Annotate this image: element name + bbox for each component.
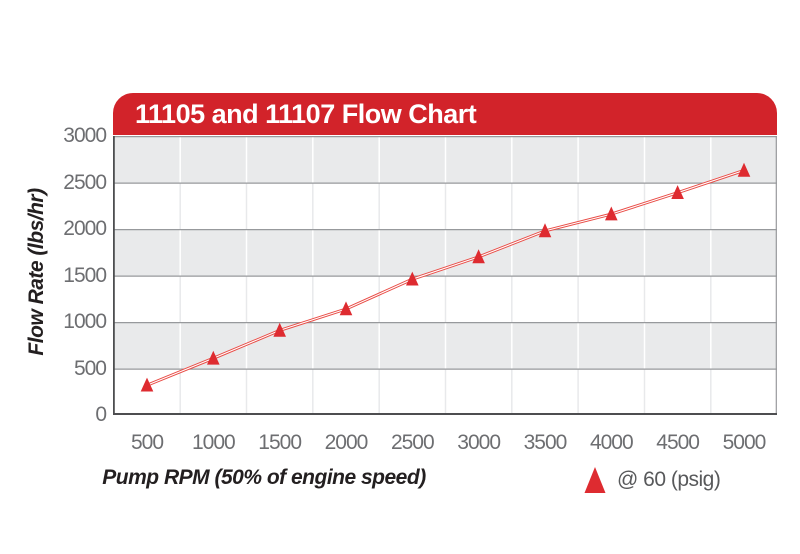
x-tick-label: 4000 <box>589 431 634 454</box>
x-tick-label: 4500 <box>656 431 700 454</box>
legend-triangle-icon <box>584 467 606 493</box>
y-tick-label: 1000 <box>63 310 107 333</box>
chart-title-banner: 11105 and 11107 Flow Chart <box>113 93 777 135</box>
y-tick-label: 3000 <box>63 124 107 147</box>
data-point-marker <box>472 249 485 264</box>
y-tick-label: 500 <box>73 356 107 380</box>
x-axis-title: Pump RPM (50% of engine speed) <box>102 466 426 489</box>
y-tick-label: 0 <box>95 403 107 426</box>
plot-area <box>113 136 777 415</box>
x-tick-label: 3500 <box>523 431 568 454</box>
x-tick-label: 500 <box>130 431 164 454</box>
x-tick-label: 3000 <box>457 431 501 454</box>
legend: @ 60 (psig) <box>584 466 721 494</box>
data-point-marker <box>273 322 286 337</box>
x-tick-label: 2000 <box>324 431 369 454</box>
x-tick-label: 5000 <box>722 431 767 454</box>
data-point-marker <box>406 271 419 286</box>
legend-label: @ 60 (psig) <box>617 468 721 491</box>
x-tick-label: 1500 <box>258 431 302 454</box>
data-point-marker <box>538 223 552 238</box>
data-point-marker <box>339 301 353 316</box>
data-point-marker <box>605 206 618 221</box>
x-tick-label: 2500 <box>390 431 435 454</box>
data-point-marker <box>671 185 684 199</box>
x-tick-label: 1000 <box>191 431 236 454</box>
y-tick-label: 2000 <box>63 217 107 240</box>
data-point-marker <box>737 162 751 177</box>
y-axis-title: Flow Rate (lbs/hr) <box>25 188 48 356</box>
data-point-marker <box>207 350 220 365</box>
data-point-marker <box>140 377 154 392</box>
y-tick-label: 1500 <box>63 263 107 287</box>
chart-title: 11105 and 11107 Flow Chart <box>135 98 477 129</box>
y-tick-label: 2500 <box>63 170 107 194</box>
